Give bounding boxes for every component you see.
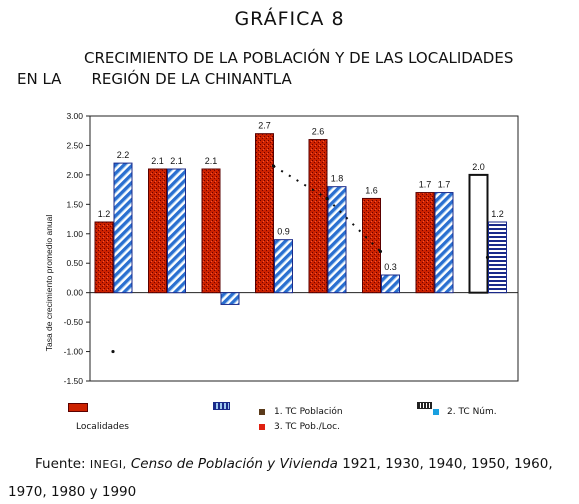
value-label-s1-5: 2.6: [312, 127, 325, 137]
y-tick-label: 1.00: [66, 229, 83, 239]
legend-label-localidades: Localidades: [76, 422, 129, 432]
bar-series2-3: [220, 292, 240, 305]
y-axis: 3.00 2.50 2.00 1.50 1.00 0.50 0.00 -0.50 -1.00 -1…: [64, 111, 90, 386]
bar-series2-2: [167, 168, 186, 294]
y-tick-label: -1.50: [64, 376, 84, 386]
y-tick-label: -0.50: [64, 317, 84, 327]
source-years-line1: 1921, 1930, 1940, 1950, 1960,: [342, 456, 553, 472]
bar-series2-5: [327, 186, 347, 294]
chart-title: GRÁFICA 8: [234, 8, 345, 30]
legend-label-tc-poblacion: 1. TC Población: [274, 407, 343, 417]
y-tick-label: 3.00: [66, 111, 83, 121]
y-tick-label: 0.00: [66, 288, 83, 298]
bar-series2-4: [274, 239, 293, 294]
value-label-s2-6: 0.3: [384, 262, 397, 272]
bar-series1-6: [362, 197, 381, 294]
value-label-s2-8: 1.2: [491, 209, 504, 219]
trend-segment: [326, 197, 382, 253]
legend-swatch-tc-num: [433, 409, 439, 415]
value-label-s1-4: 2.7: [258, 121, 271, 131]
plot-border: [89, 115, 519, 382]
value-label-s1-2: 2.1: [151, 156, 164, 166]
bar-series1-5: [308, 139, 328, 294]
bar-series2-8: [488, 221, 507, 294]
value-label-s2-4: 0.9: [277, 227, 290, 237]
bar-series1-8: [468, 173, 489, 294]
bar-series2-6: [381, 274, 400, 294]
y-tick-label: 2.00: [66, 170, 83, 180]
value-label-s2-2: 2.1: [170, 156, 183, 166]
bar-series2-7: [434, 192, 454, 294]
subtitle-part-b: REGIÓN DE LA CHINANTLA: [91, 70, 292, 88]
y-tick-label: -1.00: [64, 347, 84, 357]
value-label-s1-1: 1.2: [98, 209, 111, 219]
bars-group: [94, 133, 507, 305]
legend-swatch-tc-poblacion: [259, 409, 265, 415]
subtitle-part-a: EN LA: [17, 70, 62, 88]
legend-label-tc-pob-loc: 3. TC Pob./Loc.: [274, 422, 340, 432]
trend-point: [111, 349, 115, 354]
growth-bar-chart: 3.00 2.50 2.00 1.50 1.00 0.50 0.00 -0.50 -1.00 -1…: [44, 111, 519, 386]
value-label-s1-6: 1.6: [365, 185, 378, 195]
source-label: Fuente:: [35, 456, 86, 472]
y-tick-label: 2.50: [66, 140, 83, 150]
value-labels: 1.2 2.2 2.1 2.1 2.1 2.7 0.9 2.6 1.8 1.6 0.3 1.7 1.7 2…: [98, 121, 504, 272]
source-note: Fuente: INEGI, Censo de Población y Vivi…: [35, 456, 553, 472]
value-label-s1-3: 2.1: [205, 156, 218, 166]
value-label-s2-5: 1.8: [331, 174, 344, 184]
y-tick-label: 1.50: [66, 199, 83, 209]
legend-swatch-number-hatch: [417, 402, 432, 409]
source-work: Censo de Población y Vivienda: [130, 456, 338, 472]
bar-series1-3: [201, 168, 221, 294]
trend-segment: [272, 165, 328, 200]
chart-subtitle-line1: CRECIMIENTO DE LA POBLACIÓN Y DE LAS LOC…: [84, 49, 514, 67]
bar-series2-1: [113, 162, 133, 294]
bar-series1-2: [148, 168, 167, 294]
legend-swatch-localidades-navy: [213, 402, 230, 410]
trend-point: [485, 255, 490, 259]
dotted-trend-line: [111, 164, 490, 354]
chart-subtitle-line2: EN LA REGIÓN DE LA CHINANTLA: [17, 70, 292, 88]
y-axis-title: Tasa de crecimiento promedio anual: [44, 215, 54, 352]
legend-label-tc-num: 2. TC Núm.: [447, 407, 497, 417]
source-org: INEGI,: [89, 458, 127, 471]
bar-series1-7: [415, 192, 435, 294]
value-label-s1-7: 1.7: [419, 180, 432, 190]
value-label-s2-1: 2.2: [117, 150, 130, 160]
y-tick-label: 0.50: [66, 258, 83, 268]
legend-swatch-localidades-red: [68, 403, 88, 412]
source-years-line2: 1970, 1980 y 1990: [8, 484, 137, 500]
bar-series1-1: [94, 221, 114, 294]
bar-series1-4: [255, 133, 274, 294]
value-label-s2-7: 1.7: [438, 180, 451, 190]
value-label-s1-8: 2.0: [472, 162, 485, 172]
trend-point: [378, 249, 383, 254]
legend-swatch-tc-pob-loc: [259, 424, 265, 430]
